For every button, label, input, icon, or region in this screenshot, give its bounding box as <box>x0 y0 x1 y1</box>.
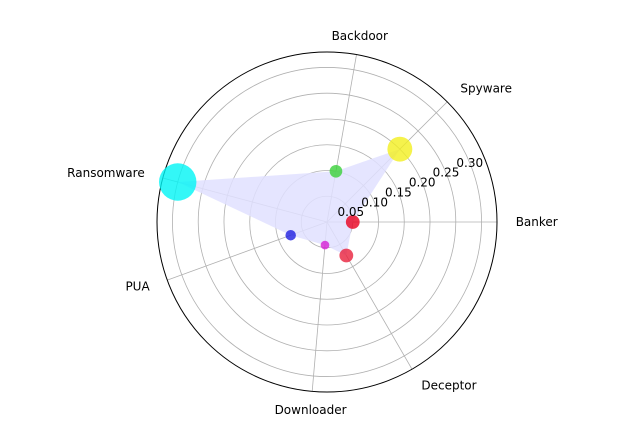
r-tick-label: 0.20 <box>409 176 436 190</box>
label-pua: PUA <box>125 280 150 294</box>
filled-area <box>177 149 400 256</box>
point-pua <box>285 229 296 241</box>
r-tick-label: 0.15 <box>385 185 412 199</box>
polar-frame <box>156 51 498 393</box>
r-tick-label: 0.25 <box>433 166 460 180</box>
label-spyware: Spyware <box>460 82 512 96</box>
point-deceptor <box>339 248 354 263</box>
point-backdoor <box>329 164 343 178</box>
radial-tick-labels: 0.050.100.150.200.250.30 <box>337 156 483 219</box>
grid-spoke <box>311 221 328 392</box>
label-backdoor: Backdoor <box>332 29 388 43</box>
label-deceptor: Deceptor <box>421 378 476 392</box>
r-tick-label: 0.10 <box>361 195 388 209</box>
label-downloader: Downloader <box>275 403 347 417</box>
r-tick-label: 0.30 <box>456 156 483 170</box>
r-tick-label: 0.05 <box>337 205 364 219</box>
point-downloader <box>320 240 330 250</box>
point-ransomware <box>159 163 197 201</box>
bubble-points <box>159 136 413 263</box>
label-ransomware: Ransomware <box>67 166 145 180</box>
category-labels: Banker Spyware Backdoor Ransomware PUA Downlo… <box>67 29 558 417</box>
area-polygon <box>177 149 400 256</box>
point-spyware <box>387 136 413 162</box>
point-banker <box>345 215 360 229</box>
label-banker: Banker <box>516 215 558 229</box>
